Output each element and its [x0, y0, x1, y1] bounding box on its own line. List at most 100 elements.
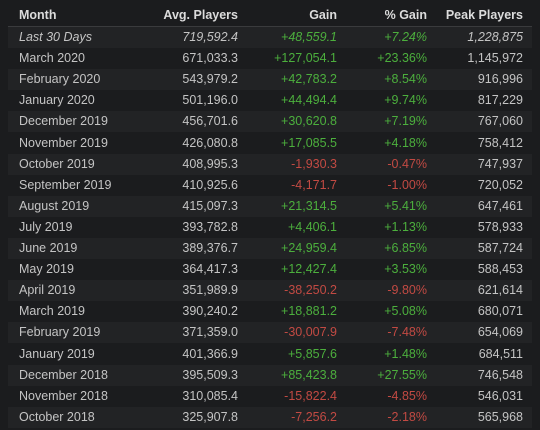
pct-gain-cell: -0.47%	[387, 156, 427, 171]
table-row: October 2018 325,907.8 -7,256.2 -2.18% 565,9…	[8, 406, 532, 428]
table-row: November 2019 426,080.8 +17,085.5 +4.18% 758…	[8, 133, 532, 154]
month-cell: December 2019	[19, 114, 108, 129]
pct-gain-cell: +7.24%	[384, 30, 427, 44]
month-cell: April 2019	[19, 283, 76, 298]
table-row: March 2020 671,033.3 +127,054.1 +23.36% 1,14…	[8, 48, 532, 69]
peak-players-cell: 1,228,875	[467, 30, 523, 44]
peak-players-cell: 546,031	[477, 388, 523, 403]
avg-players-cell: 389,376.7	[182, 241, 238, 255]
month-cell: March 2020	[19, 51, 86, 66]
month-cell: October 2018	[19, 409, 95, 424]
month-cell: October 2019	[19, 156, 95, 171]
pct-gain-cell: +1.13%	[384, 219, 427, 234]
table-row: December 2019 456,701.6 +30,620.8 +7.19% 767…	[8, 111, 532, 133]
peak-players-cell: 758,412	[477, 135, 523, 150]
month-cell: November 2019	[19, 135, 108, 150]
gain-cell: +4,406.1	[287, 219, 337, 234]
pct-gain-cell: -4.85%	[387, 388, 427, 403]
table-row: August 2019 415,097.3 +21,314.5 +5.41% 647,4…	[8, 195, 532, 217]
peak-players-cell: 817,229	[477, 93, 523, 108]
table-row: Last 30 Days 719,592.4 +48,559.1 +7.24% 1,22…	[8, 27, 532, 48]
peak-players-cell: 916,996	[477, 72, 523, 87]
avg-players-cell: 364,417.3	[182, 262, 238, 277]
peak-players-cell: 621,614	[477, 283, 523, 298]
peak-players-cell: 746,548	[477, 367, 523, 382]
pct-gain-cell: +5.08%	[384, 304, 427, 319]
month-cell: February 2019	[19, 325, 101, 340]
avg-players-cell: 325,907.8	[182, 409, 238, 424]
peak-players-cell: 578,933	[477, 219, 523, 234]
table-row: May 2019 364,417.3 +12,427.4 +3.53% 588,453	[8, 259, 532, 280]
avg-players-column-header[interactable]: Avg. Players	[163, 8, 238, 22]
table-row: April 2019 351,989.9 -38,250.2 -9.80% 621,61…	[8, 280, 532, 302]
gain-cell: +18,881.2	[281, 304, 337, 319]
gain-cell: +21,314.5	[281, 198, 337, 213]
gain-cell: -4,171.7	[291, 177, 337, 192]
avg-players-cell: 310,085.4	[182, 388, 238, 403]
gain-cell: +85,423.8	[281, 367, 337, 382]
month-cell: June 2019	[19, 241, 78, 255]
pct-gain-cell: +6.85%	[384, 241, 427, 255]
peak-players-column-header[interactable]: Peak Players	[445, 8, 523, 22]
month-cell: January 2020	[19, 93, 95, 108]
peak-players-cell: 1,145,972	[467, 51, 523, 66]
month-cell: November 2018	[19, 388, 108, 403]
table-row: February 2020 543,979.2 +42,783.2 +8.54% 916…	[8, 69, 532, 91]
avg-players-cell: 426,080.8	[182, 135, 238, 150]
avg-players-cell: 501,196.0	[182, 93, 238, 108]
peak-players-cell: 565,968	[477, 409, 523, 424]
peak-players-cell: 587,724	[477, 241, 523, 255]
month-cell: September 2019	[19, 177, 112, 192]
peak-players-cell: 720,052	[477, 177, 523, 192]
gain-cell: +42,783.2	[281, 72, 337, 87]
gain-cell: +17,085.5	[281, 135, 337, 150]
month-cell: March 2019	[19, 304, 86, 319]
table-row: March 2019 390,240.2 +18,881.2 +5.08% 680,07…	[8, 301, 532, 322]
pct-gain-cell: -1.00%	[387, 177, 427, 192]
avg-players-cell: 408,995.3	[182, 156, 238, 171]
avg-players-cell: 410,925.6	[182, 177, 238, 192]
pct-gain-column-header[interactable]: % Gain	[384, 8, 427, 22]
pct-gain-cell: -9.80%	[387, 283, 427, 298]
pct-gain-cell: +1.48%	[384, 346, 427, 361]
avg-players-cell: 671,033.3	[182, 51, 238, 66]
gain-cell: +24,959.4	[281, 241, 337, 255]
gain-cell: -7,256.2	[291, 409, 337, 424]
gain-cell: +30,620.8	[281, 114, 337, 129]
avg-players-cell: 351,989.9	[182, 283, 238, 298]
avg-players-cell: 371,359.0	[182, 325, 238, 340]
avg-players-cell: 543,979.2	[182, 72, 238, 87]
pct-gain-cell: +5.41%	[384, 198, 427, 213]
peak-players-cell: 747,937	[477, 156, 523, 171]
table-row: June 2019 389,376.7 +24,959.4 +6.85% 587,724	[8, 238, 532, 259]
pct-gain-cell: -7.48%	[387, 325, 427, 340]
pct-gain-cell: +3.53%	[384, 262, 427, 277]
month-cell: Last 30 Days	[19, 30, 92, 44]
pct-gain-cell: +23.36%	[377, 51, 427, 66]
pct-gain-cell: +4.18%	[384, 135, 427, 150]
month-column-header[interactable]: Month	[19, 8, 57, 22]
peak-players-cell: 684,511	[478, 346, 523, 361]
gain-cell: -1,930.3	[291, 156, 337, 171]
table-row: January 2020 501,196.0 +44,494.4 +9.74% 817,…	[8, 90, 532, 111]
gain-cell: +127,054.1	[274, 51, 337, 66]
peak-players-cell: 647,461	[477, 198, 523, 213]
gain-cell: +48,559.1	[281, 30, 337, 44]
month-cell: August 2019	[19, 198, 90, 213]
table-row: November 2018 310,085.4 -15,822.4 -4.85% 546…	[8, 386, 532, 407]
gain-cell: -38,250.2	[284, 283, 337, 298]
month-cell: February 2020	[19, 72, 101, 87]
gain-cell: +44,494.4	[281, 93, 337, 108]
avg-players-cell: 456,701.6	[182, 114, 238, 129]
month-cell: December 2018	[19, 367, 108, 382]
pct-gain-cell: +27.55%	[377, 367, 427, 382]
pct-gain-cell: +9.74%	[384, 93, 427, 108]
avg-players-cell: 719,592.4	[182, 30, 238, 44]
gain-column-header[interactable]: Gain	[309, 8, 337, 22]
gain-cell: +12,427.4	[281, 262, 337, 277]
table-row: February 2019 371,359.0 -30,007.9 -7.48% 654…	[8, 322, 532, 344]
peak-players-cell: 654,069	[477, 325, 523, 340]
gain-cell: -30,007.9	[284, 325, 337, 340]
pct-gain-cell: +8.54%	[384, 72, 427, 87]
